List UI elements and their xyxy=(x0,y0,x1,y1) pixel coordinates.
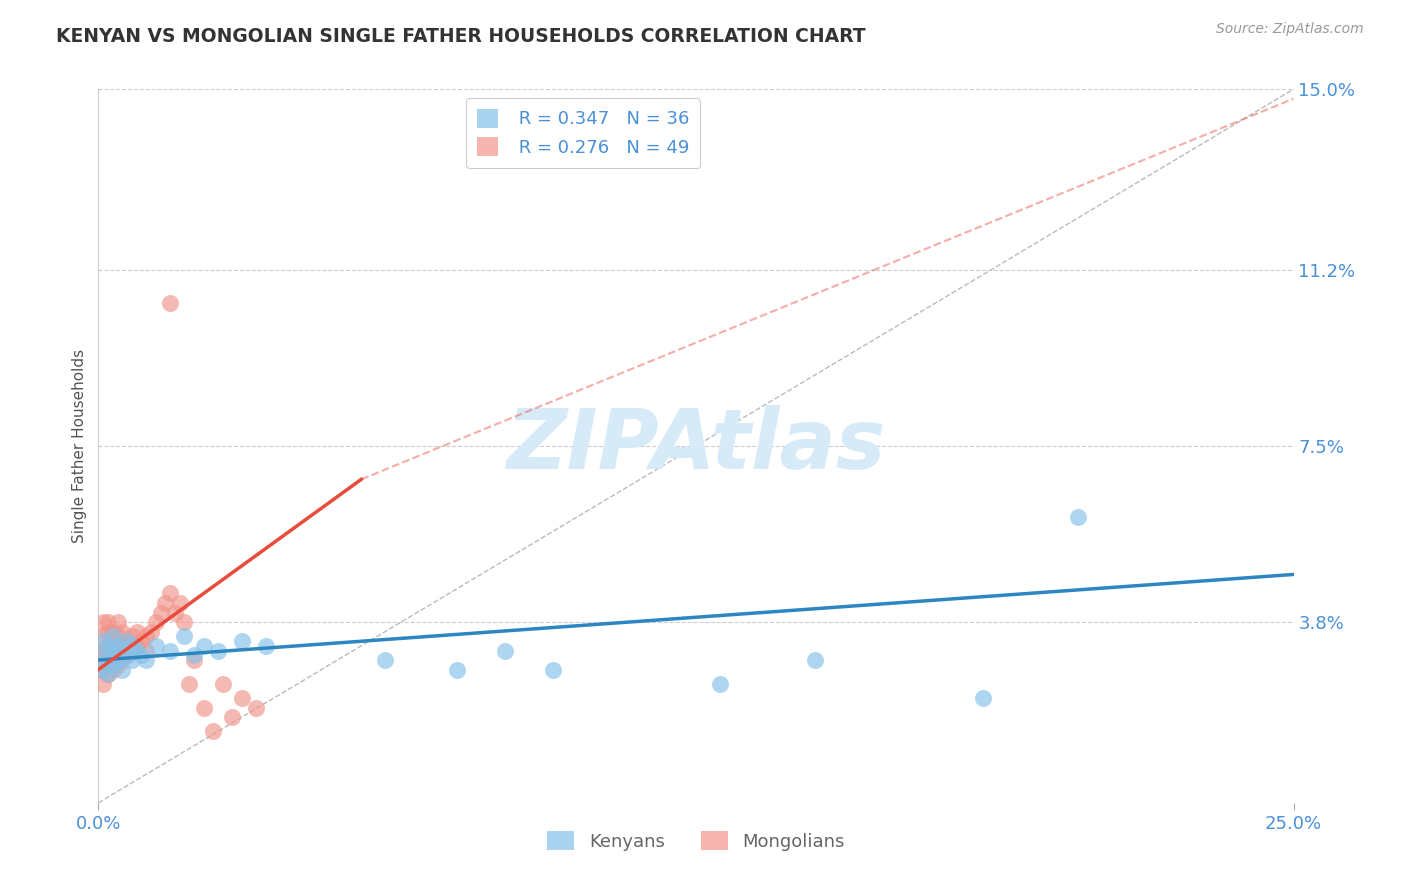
Point xyxy=(111,643,134,657)
Point xyxy=(121,653,143,667)
Point xyxy=(91,615,114,629)
Point xyxy=(125,643,148,657)
Point xyxy=(107,653,129,667)
Point xyxy=(135,643,157,657)
Point xyxy=(111,653,134,667)
Point xyxy=(131,648,153,663)
Point xyxy=(121,629,143,643)
Point xyxy=(107,615,129,629)
Point xyxy=(91,657,114,672)
Y-axis label: Single Father Households: Single Father Households xyxy=(72,349,87,543)
Point xyxy=(97,653,120,667)
Point xyxy=(111,639,134,653)
Point xyxy=(221,710,243,724)
Point xyxy=(91,677,114,691)
Point xyxy=(145,639,167,653)
Point xyxy=(541,663,564,677)
Point xyxy=(159,586,181,600)
Point xyxy=(115,648,138,663)
Point xyxy=(91,643,114,657)
Point xyxy=(155,596,177,610)
Point xyxy=(101,663,124,677)
Point xyxy=(107,639,129,653)
Point xyxy=(245,700,267,714)
Point xyxy=(231,691,253,706)
Point xyxy=(159,296,181,310)
Point xyxy=(972,691,994,706)
Point xyxy=(149,606,172,620)
Point xyxy=(121,639,143,653)
Point xyxy=(121,643,143,657)
Point xyxy=(97,639,120,653)
Point xyxy=(163,606,186,620)
Point xyxy=(97,667,120,681)
Point xyxy=(97,615,120,629)
Point xyxy=(446,663,468,677)
Point xyxy=(254,639,277,653)
Point xyxy=(173,629,195,643)
Point xyxy=(494,643,516,657)
Point xyxy=(91,634,114,648)
Point xyxy=(183,653,205,667)
Point xyxy=(169,596,191,610)
Point xyxy=(101,653,124,667)
Point xyxy=(107,657,129,672)
Point xyxy=(193,700,215,714)
Point xyxy=(97,653,120,667)
Point xyxy=(91,629,114,643)
Point xyxy=(207,643,229,657)
Point xyxy=(1067,510,1090,524)
Point xyxy=(135,653,157,667)
Point xyxy=(107,643,129,657)
Point xyxy=(202,724,225,739)
Point xyxy=(125,624,148,639)
Point xyxy=(111,624,134,639)
Point xyxy=(91,663,114,677)
Text: ZIPAtlas: ZIPAtlas xyxy=(506,406,886,486)
Point xyxy=(374,653,396,667)
Point xyxy=(87,643,110,657)
Point xyxy=(107,629,129,643)
Point xyxy=(97,624,120,639)
Point xyxy=(115,634,138,648)
Point xyxy=(115,648,138,663)
Point xyxy=(91,648,114,663)
Point xyxy=(231,634,253,648)
Point xyxy=(139,624,162,639)
Point xyxy=(183,648,205,663)
Text: Source: ZipAtlas.com: Source: ZipAtlas.com xyxy=(1216,22,1364,37)
Point xyxy=(131,634,153,648)
Point xyxy=(101,643,124,657)
Point xyxy=(173,615,195,629)
Point xyxy=(193,639,215,653)
Point xyxy=(135,629,157,643)
Point xyxy=(804,653,827,667)
Point xyxy=(115,634,138,648)
Text: KENYAN VS MONGOLIAN SINGLE FATHER HOUSEHOLDS CORRELATION CHART: KENYAN VS MONGOLIAN SINGLE FATHER HOUSEH… xyxy=(56,27,866,45)
Point xyxy=(101,657,124,672)
Point xyxy=(87,663,110,677)
Point xyxy=(101,639,124,653)
Legend: Kenyans, Mongolians: Kenyans, Mongolians xyxy=(540,824,852,858)
Point xyxy=(145,615,167,629)
Point xyxy=(97,639,120,653)
Point xyxy=(179,677,201,691)
Point xyxy=(111,663,134,677)
Point xyxy=(159,643,181,657)
Point xyxy=(709,677,731,691)
Point xyxy=(211,677,233,691)
Point xyxy=(101,624,124,639)
Point xyxy=(101,629,124,643)
Point xyxy=(125,639,148,653)
Point xyxy=(97,667,120,681)
